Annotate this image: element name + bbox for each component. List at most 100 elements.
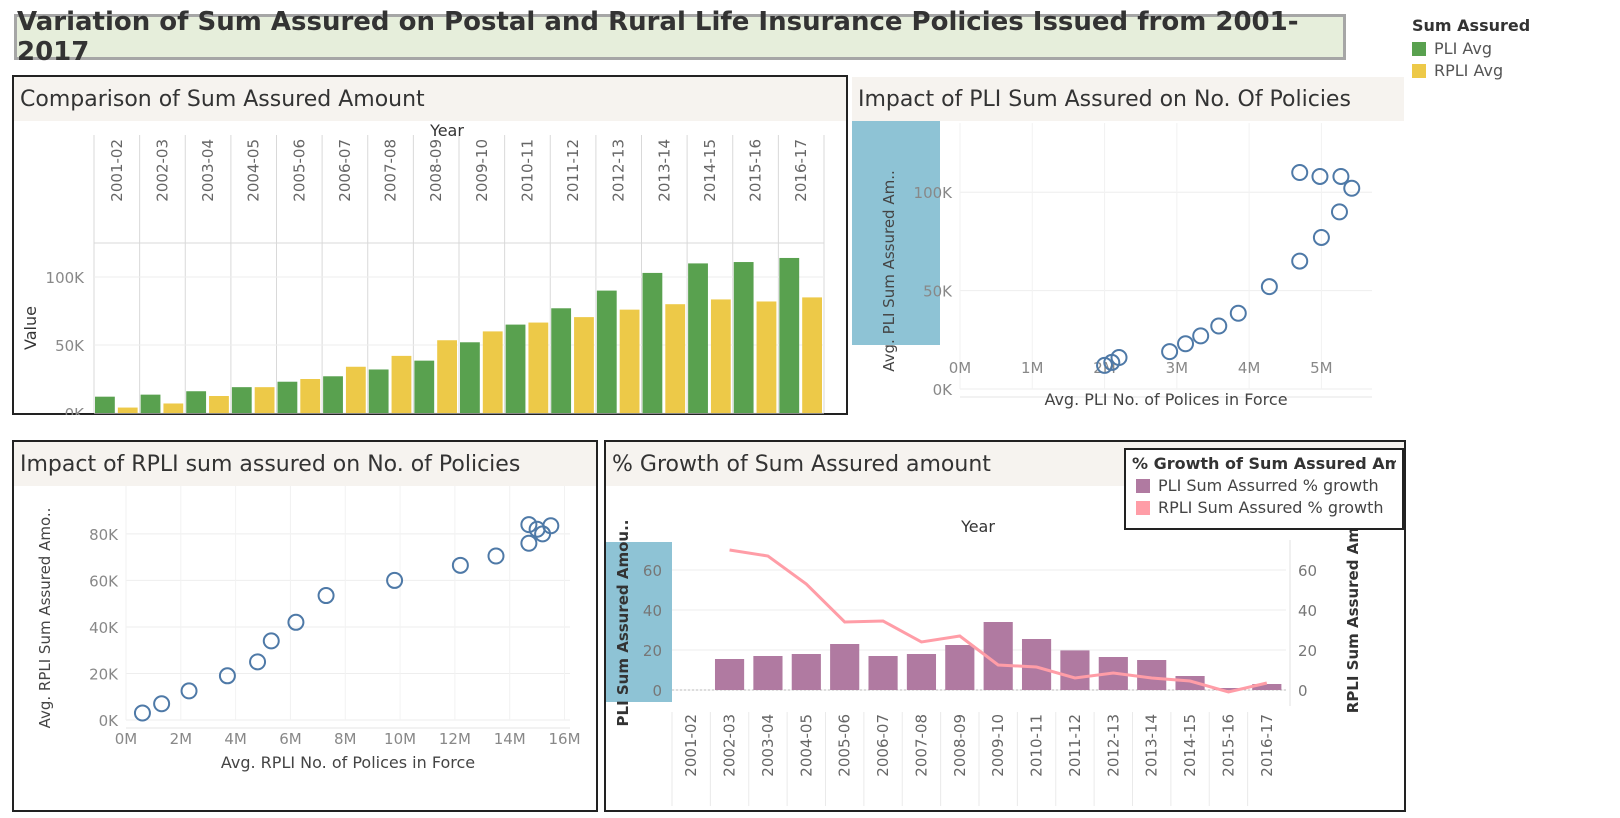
bar-rpli-avg: [254, 387, 275, 413]
bar-pli-avg: [551, 308, 572, 413]
x-tick-label: 2016-17: [1258, 714, 1276, 777]
scatter-point: [487, 547, 505, 565]
x-tick-label: 12M: [439, 730, 471, 748]
x-tick-label: 2007-08: [912, 714, 930, 777]
x-tick-label: 2002-03: [721, 714, 739, 777]
scatter-point: [520, 534, 538, 552]
x-tick-label: 2013-14: [1143, 714, 1161, 777]
x-tick-label: 2002-03: [153, 139, 171, 202]
bar-rpli-avg: [482, 331, 503, 413]
bar-pli-sum-assurred-growth: [714, 659, 745, 690]
bar-rpli-avg: [437, 340, 457, 413]
x-axis-label: Avg. PLI No. of Polices in Force: [1044, 390, 1287, 409]
y-tick-label-right: 40: [1298, 602, 1317, 620]
bar-rpli-avg: [619, 309, 640, 413]
x-tick-label: 2001-02: [108, 139, 126, 202]
x-tick-label: 2012-13: [1104, 714, 1122, 777]
bar-pli-avg: [688, 263, 708, 413]
legend-item-rpli[interactable]: RPLI Avg: [1412, 61, 1530, 80]
pli-impact-panel: Impact of PLI Sum Assured on No. Of Poli…: [852, 77, 1404, 425]
bar-rpli-avg: [117, 407, 138, 413]
y-tick-label-right: 0: [1298, 682, 1308, 700]
bar-pli-sum-assurred-growth: [830, 644, 860, 690]
y-tick-label: 100K: [914, 184, 954, 202]
growth-legend-item-pli[interactable]: PLI Sum Assurred % growth: [1136, 476, 1396, 495]
scatter-point: [1110, 349, 1128, 367]
y-tick-label-right: 20: [1298, 642, 1317, 660]
x-tick-label: 2009-10: [473, 139, 491, 202]
x-tick-label: 2014-15: [1181, 714, 1199, 777]
bar-pli-avg: [186, 391, 207, 413]
y-tick-label: 50K: [923, 283, 953, 301]
x-tick-label: 2009-10: [989, 714, 1007, 777]
scatter-point: [262, 632, 280, 650]
x-tick-label: 2016-17: [792, 139, 810, 202]
bar-rpli-avg: [209, 396, 229, 413]
x-tick-label: 2015-16: [1219, 714, 1237, 777]
scatter-point: [1260, 278, 1278, 296]
legend-label-pli: PLI Avg: [1434, 39, 1492, 58]
growth-legend-label-pli: PLI Sum Assurred % growth: [1158, 476, 1379, 495]
x-tick-label: 16M: [549, 730, 581, 748]
bar-rpli-avg: [665, 304, 686, 413]
x-tick-label: 2011-12: [564, 139, 582, 202]
pli-impact-chart: 0K 50K 100K 0M 1M 2M 3M 4M 5M Avg. PLI No. of Pol…: [852, 121, 1372, 409]
y-axis-label-right: RPLI Sum Assured Amo: [1344, 517, 1362, 713]
bar-pli-sum-assurred-growth: [1252, 684, 1282, 690]
growth-legend-title: % Growth of Sum Assured Amo..: [1132, 454, 1396, 473]
x-tick-label: 4M: [224, 730, 247, 748]
x-tick-label: 2010-11: [1028, 714, 1046, 777]
y-tick-label: 0K: [933, 381, 954, 399]
bar-pli-sum-assurred-growth: [1137, 660, 1167, 690]
y-axis-label: Avg. PLI Sum Assured Am..: [880, 170, 898, 371]
legend-swatch-pli: [1412, 41, 1426, 56]
x-tick-label: 2M: [170, 730, 193, 748]
y-tick-label: 50K: [55, 337, 85, 355]
scatter-point: [287, 613, 305, 631]
rpli-impact-panel-title: Impact of RPLI sum assured on No. of Pol…: [14, 442, 596, 486]
legend-label-rpli: RPLI Avg: [1434, 61, 1504, 80]
x-tick-label: 8M: [334, 730, 357, 748]
scatter-point: [1311, 167, 1329, 185]
scatter-point: [451, 556, 469, 574]
bar-pli-avg: [323, 376, 343, 413]
bar-pli-sum-assurred-growth: [1021, 639, 1052, 690]
scatter-point: [1330, 203, 1348, 221]
legend-swatch-rpli: [1412, 63, 1426, 78]
bar-pli-sum-assurred-growth: [1213, 688, 1244, 690]
y-tick-label: 20: [643, 642, 662, 660]
x-tick-label: 2012-13: [610, 139, 628, 202]
scatter-point: [180, 682, 198, 700]
scatter-point: [1291, 252, 1309, 270]
x-tick-label: 2008-09: [427, 139, 445, 202]
bar-rpli-avg: [756, 301, 777, 413]
scatter-point: [317, 587, 335, 605]
comparison-panel: Comparison of Sum Assured Amount 0K 50K 10…: [12, 75, 848, 415]
y-axis-label: PLI Sum Assured Amou..: [614, 520, 632, 727]
x-tick-label: 0M: [949, 359, 972, 377]
x-tick-label: 0M: [115, 730, 138, 748]
x-tick-label: 6M: [279, 730, 302, 748]
scatter-point: [218, 667, 236, 685]
x-tick-label: 2013-14: [655, 139, 673, 202]
scatter-point: [1229, 304, 1247, 322]
legend-title: Sum Assured: [1412, 16, 1531, 35]
growth-legend-swatch-pli: [1136, 478, 1150, 493]
scatter-point: [1210, 317, 1228, 335]
sum-assured-legend[interactable]: Sum Assured PLI Avg RPLI Avg: [1412, 16, 1530, 83]
legend-item-pli[interactable]: PLI Avg: [1412, 39, 1530, 58]
x-tick-label: 3M: [1166, 359, 1189, 377]
growth-legend[interactable]: % Growth of Sum Assured Amo.. PLI Sum As…: [1124, 448, 1404, 530]
y-axis-band: [606, 542, 672, 702]
scatter-point: [1177, 335, 1195, 353]
dashboard-title: Variation of Sum Assured on Postal and R…: [17, 7, 1299, 67]
y-tick-label: 100K: [46, 269, 86, 287]
bar-rpli-avg: [528, 322, 549, 413]
x-tick-label: 2005-06: [836, 714, 854, 777]
growth-legend-swatch-rpli: [1136, 500, 1150, 515]
growth-legend-item-rpli[interactable]: RPLI Sum Assured % growth: [1136, 498, 1396, 517]
scatter-point: [1096, 356, 1114, 374]
bar-pli-avg: [414, 360, 435, 413]
bar-rpli-avg: [802, 297, 822, 413]
x-tick-label: 14M: [494, 730, 526, 748]
